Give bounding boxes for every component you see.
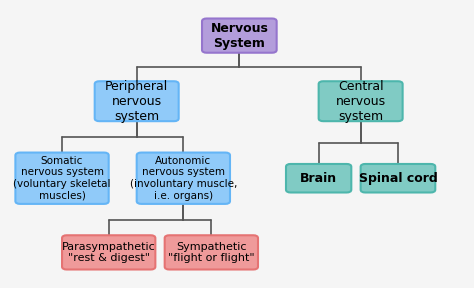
FancyBboxPatch shape [62,235,155,270]
Text: Spinal cord: Spinal cord [359,172,438,185]
FancyBboxPatch shape [95,81,179,121]
FancyBboxPatch shape [164,235,258,270]
Text: Peripheral
nervous
system: Peripheral nervous system [105,80,168,123]
FancyBboxPatch shape [202,18,277,53]
FancyBboxPatch shape [137,153,230,204]
Text: Autonomic
nervous system
(involuntary muscle,
i.e. organs): Autonomic nervous system (involuntary mu… [130,156,237,201]
Text: Nervous
System: Nervous System [210,22,268,50]
FancyBboxPatch shape [286,164,351,192]
Text: Brain: Brain [300,172,337,185]
Text: Parasympathetic
"rest & digest": Parasympathetic "rest & digest" [62,242,155,263]
Text: Sympathetic
"flight or flight": Sympathetic "flight or flight" [168,242,255,263]
FancyBboxPatch shape [361,164,435,192]
Text: Somatic
nervous system
(voluntary skeletal
muscles): Somatic nervous system (voluntary skelet… [13,156,111,201]
FancyBboxPatch shape [319,81,402,121]
FancyBboxPatch shape [15,153,109,204]
Text: Central
nervous
system: Central nervous system [336,80,386,123]
